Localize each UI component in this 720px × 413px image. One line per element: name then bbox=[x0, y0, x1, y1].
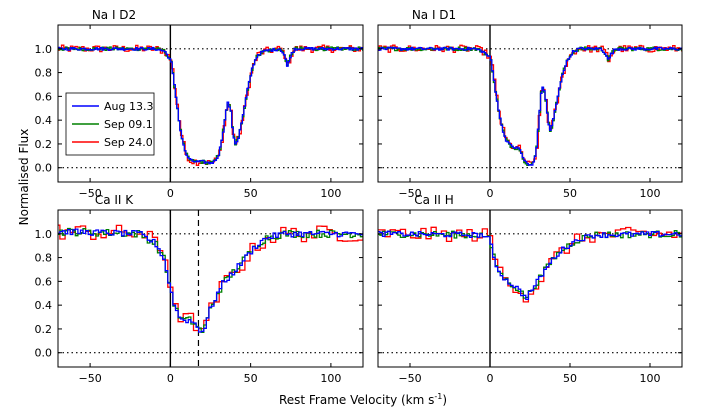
legend-label: Sep 09.1 bbox=[104, 118, 153, 131]
x-tick-label: −50 bbox=[398, 187, 421, 200]
panel-title: Ca II H bbox=[414, 193, 453, 207]
y-tick-label: 0.0 bbox=[35, 162, 53, 175]
x-tick-label: 0 bbox=[487, 187, 494, 200]
x-tick-label: 50 bbox=[563, 372, 577, 385]
series-line bbox=[58, 228, 363, 333]
y-tick-label: 0.8 bbox=[35, 67, 53, 80]
x-tick-label: −50 bbox=[398, 372, 421, 385]
series-line bbox=[378, 46, 682, 166]
y-tick-label: 0.4 bbox=[35, 114, 53, 127]
x-tick-label: 100 bbox=[320, 372, 341, 385]
y-axis-label: Normalised Flux bbox=[17, 129, 31, 226]
legend-label: Aug 13.3 bbox=[104, 100, 153, 113]
x-tick-label: −50 bbox=[78, 372, 101, 385]
y-tick-label: 0.8 bbox=[35, 252, 53, 265]
series-line bbox=[378, 230, 682, 301]
plot-area bbox=[58, 25, 363, 182]
y-tick-label: 1.0 bbox=[35, 43, 53, 56]
series-line bbox=[378, 230, 682, 299]
x-axis-label: Rest Frame Velocity (km s-1) bbox=[279, 392, 447, 407]
x-tick-label: 100 bbox=[640, 372, 661, 385]
series-line bbox=[378, 44, 682, 164]
series-line bbox=[58, 46, 363, 165]
x-tick-label: 0 bbox=[167, 372, 174, 385]
series-line bbox=[378, 46, 682, 166]
panel-title: Na I D2 bbox=[92, 8, 136, 22]
y-tick-label: 1.0 bbox=[35, 228, 53, 241]
legend: Aug 13.3 Sep 09.1 Sep 24.0 bbox=[65, 92, 155, 156]
panel-ca-ii-k: Ca II K −50 0 50 100 0.0 0.2 0.4 0.6 0.8 1.0 bbox=[35, 193, 364, 385]
x-tick-label: 50 bbox=[244, 372, 258, 385]
x-tick-label: 100 bbox=[640, 187, 661, 200]
y-tick-label: 0.6 bbox=[35, 275, 53, 288]
x-tick-label: 50 bbox=[244, 187, 258, 200]
plot-area bbox=[378, 210, 682, 367]
y-tick-label: 0.2 bbox=[35, 323, 53, 336]
plot-area bbox=[58, 210, 363, 367]
axes-frame bbox=[57, 209, 364, 368]
axes-frame bbox=[377, 209, 683, 368]
x-tick-label: 100 bbox=[320, 187, 341, 200]
panel-title: Na I D1 bbox=[412, 8, 456, 22]
y-tick-label: 0.2 bbox=[35, 138, 53, 151]
panel-na-i-d2: Na I D2 −50 0 50 100 0.0 0.2 0.4 0.6 0.8 1.0 bbox=[35, 8, 364, 200]
y-tick-label: 0.4 bbox=[35, 299, 53, 312]
x-tick-label: −50 bbox=[78, 187, 101, 200]
panel-ca-ii-h: Ca II H −50 0 50 100 bbox=[377, 193, 683, 385]
y-tick-label: 0.6 bbox=[35, 90, 53, 103]
legend-label: Sep 24.0 bbox=[104, 136, 153, 149]
x-tick-label: 0 bbox=[167, 187, 174, 200]
panel-na-i-d1: Na I D1 −50 0 50 100 bbox=[377, 8, 683, 200]
series-line bbox=[378, 226, 682, 303]
axes-frame bbox=[57, 24, 364, 183]
x-tick-label: 50 bbox=[563, 187, 577, 200]
series-line bbox=[58, 227, 363, 333]
panel-title: Ca II K bbox=[95, 193, 134, 207]
y-tick-label: 0.0 bbox=[35, 347, 53, 360]
x-tick-label: 0 bbox=[487, 372, 494, 385]
axes-frame bbox=[377, 24, 683, 183]
plot-area bbox=[378, 25, 682, 182]
